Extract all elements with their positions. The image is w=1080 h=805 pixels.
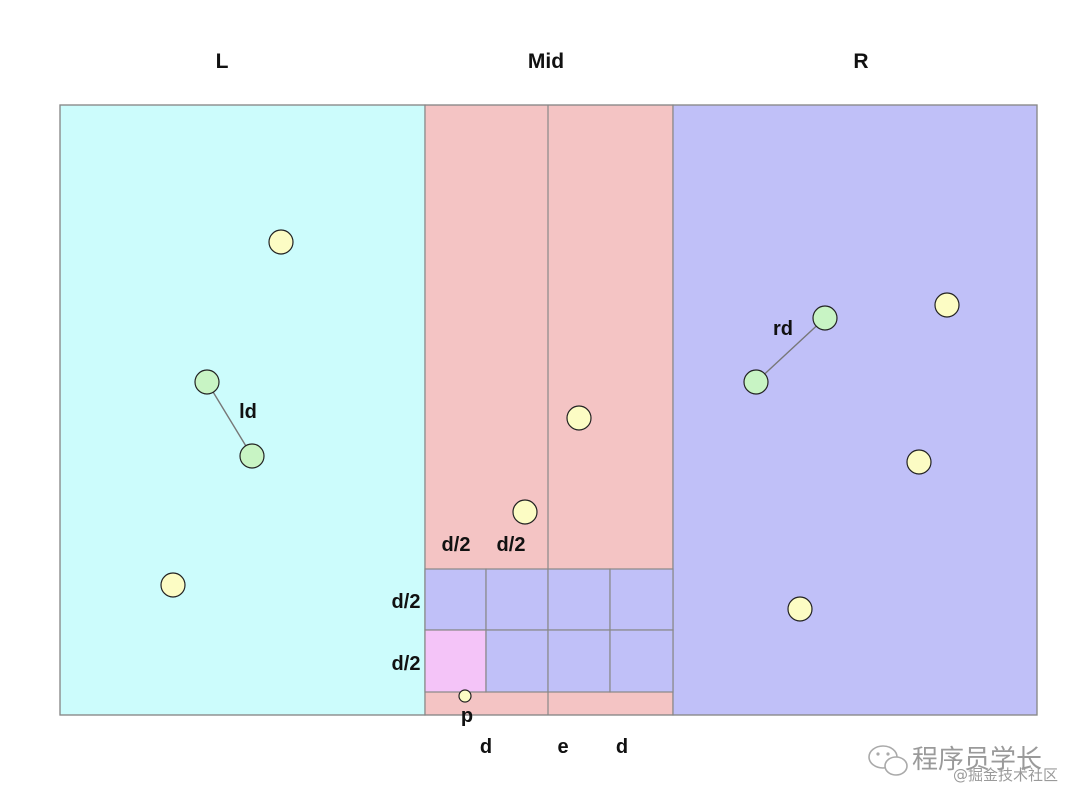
grid-cell (609, 629, 674, 693)
grid-cell (547, 629, 611, 693)
left-region-label: L (216, 50, 229, 73)
watermark-subtitle: @掘金技术社区 (953, 766, 1058, 784)
closest-pair-point (812, 305, 838, 331)
strip-right-width-label: d (616, 736, 628, 758)
strip-center-label: e (557, 736, 568, 758)
half-width-label: d/2 (442, 534, 471, 556)
diagram-border (59, 104, 1038, 716)
point (268, 229, 294, 255)
point-p-label: p (461, 705, 473, 727)
point (934, 292, 960, 318)
grid-cell (485, 568, 549, 631)
right-region-label: R (853, 50, 868, 73)
mid-region-label: Mid (528, 50, 564, 73)
right-region (672, 104, 1038, 716)
half-height-label: d/2 (392, 653, 421, 675)
left-region (59, 104, 426, 716)
point (160, 572, 186, 598)
grid-cell (547, 568, 611, 631)
point (906, 449, 932, 475)
half-width-label: d/2 (497, 534, 526, 556)
strip-left-width-label: d (480, 736, 492, 758)
point-p (458, 689, 472, 703)
left-distance-label: ld (239, 401, 257, 423)
wechat-icon (868, 745, 908, 776)
closest-pair-point (743, 369, 769, 395)
right-pair-connector (755, 317, 826, 383)
closest-pair-point (194, 369, 220, 395)
highlight-cell (424, 629, 487, 693)
watermark: 程序员学长 @掘金技术社区 (868, 745, 1058, 784)
grid-cell (485, 629, 549, 693)
grid-cell (424, 568, 487, 631)
left-pair-connector (206, 381, 253, 457)
watermark-title: 程序员学长 (912, 745, 1042, 775)
grid-cells (424, 568, 674, 693)
half-height-label: d/2 (392, 591, 421, 613)
grid-cell (609, 568, 674, 631)
closest-pair-point (239, 443, 265, 469)
point (566, 405, 592, 431)
point (787, 596, 813, 622)
right-distance-label: rd (773, 318, 793, 340)
point (512, 499, 538, 525)
points (160, 229, 960, 703)
